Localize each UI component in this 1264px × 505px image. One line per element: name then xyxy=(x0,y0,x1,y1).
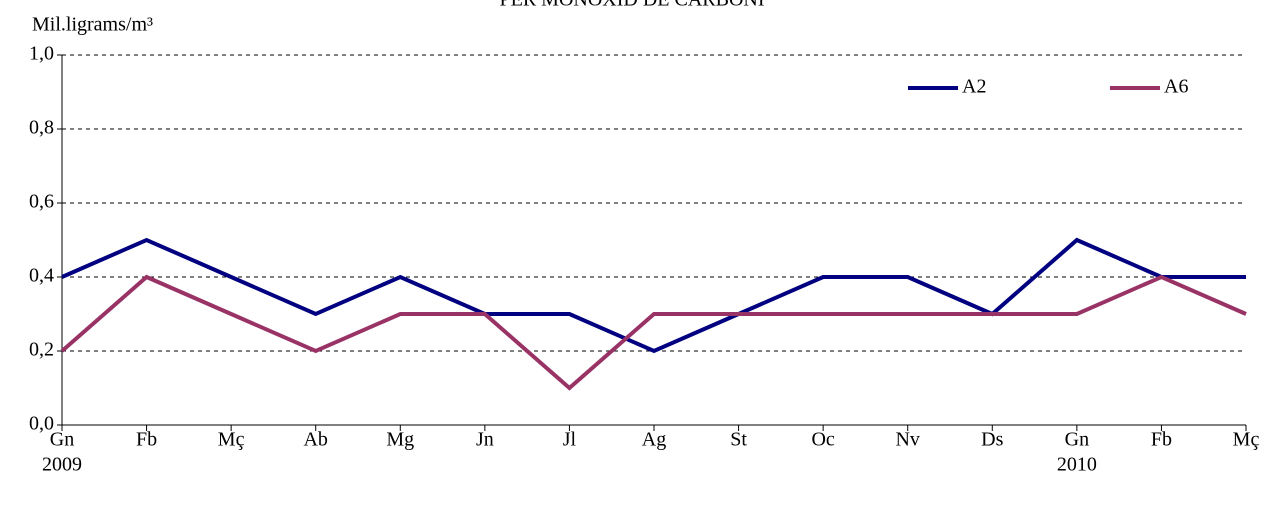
x-tick-label: Ab xyxy=(303,429,327,451)
x-tick-label: Mç xyxy=(1233,429,1260,451)
y-tick-label: 0,6 xyxy=(29,191,54,213)
x-tick-label: Ds xyxy=(981,429,1003,451)
x-tick-label: Jn xyxy=(476,429,494,451)
x-tick-label: Mg xyxy=(386,429,414,451)
y-tick-label: 0,0 xyxy=(29,413,54,435)
x-tick-label: Mç xyxy=(218,429,245,451)
y-axis-label: Mil.ligrams/m³ xyxy=(32,14,153,36)
x-tick-label: Gn xyxy=(1065,429,1089,451)
x-tick-label: Fb xyxy=(136,429,157,451)
year-label: 2010 xyxy=(1057,454,1097,476)
series-line xyxy=(61,237,1246,354)
x-tick-label: Oc xyxy=(811,429,834,451)
y-tick-label: 0,2 xyxy=(29,339,54,361)
x-tick-label: St xyxy=(730,429,747,451)
x-tick-label: Nv xyxy=(895,429,919,451)
series-line xyxy=(60,274,1247,391)
legend-label: A6 xyxy=(1164,76,1188,98)
x-tick-label: Fb xyxy=(1151,429,1172,451)
x-tick-label: Jl xyxy=(563,429,577,451)
y-tick-label: 1,0 xyxy=(29,43,54,65)
chart-title: PER MONOXID DE CARBONI xyxy=(499,0,764,11)
x-tick-label: Ag xyxy=(642,429,666,451)
x-tick-label: Gn xyxy=(50,429,74,451)
y-tick-label: 0,4 xyxy=(29,265,54,287)
year-label: 2009 xyxy=(42,454,82,476)
legend-label: A2 xyxy=(962,76,986,98)
y-tick-label: 0,8 xyxy=(29,117,54,139)
